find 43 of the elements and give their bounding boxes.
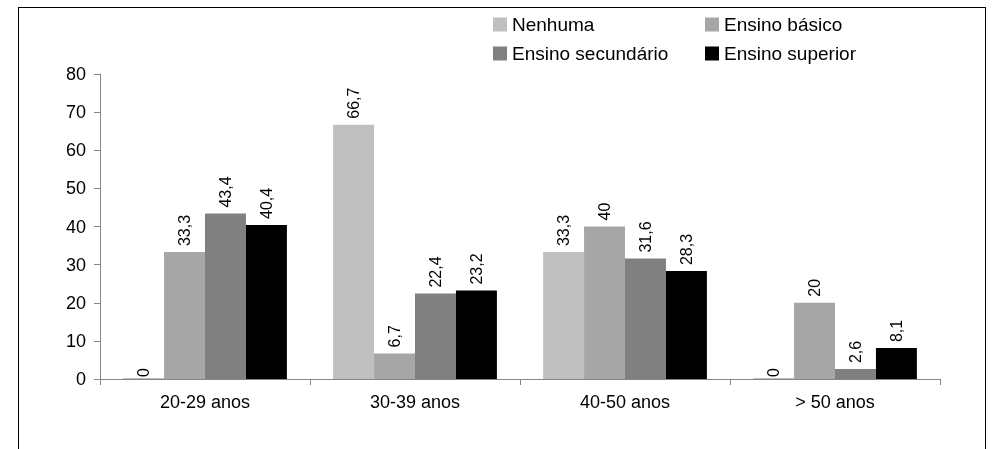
legend-label: Ensino secundário (512, 43, 669, 64)
bar (333, 124, 375, 379)
y-tick-label: 10 (65, 330, 86, 351)
data-label: 66,7 (345, 87, 363, 119)
y-tick-label: 40 (65, 216, 86, 237)
data-label: 40 (596, 202, 614, 221)
bar (584, 226, 625, 379)
bar (543, 252, 585, 379)
x-tick-label: > 50 anos (795, 392, 875, 412)
data-label: 0 (765, 368, 783, 377)
data-label: 8,1 (887, 319, 905, 343)
y-tick-label: 60 (65, 140, 86, 161)
y-tick-label: 80 (65, 64, 86, 84)
legend-label: Nenhuma (512, 14, 595, 35)
bar (455, 290, 497, 379)
data-label: 33,3 (555, 214, 573, 247)
x-tick-label: 20-29 anos (159, 392, 251, 412)
bar (374, 353, 415, 379)
data-label: 28,3 (677, 233, 695, 266)
y-tick-label: 0 (75, 369, 86, 389)
x-tick-label: 40-50 anos (579, 392, 671, 412)
legend-label: Ensino básico (724, 14, 843, 35)
legend-label: Ensino superior (724, 43, 857, 64)
data-label: 6,7 (386, 325, 404, 348)
data-label: 23,2 (467, 253, 485, 285)
data-label: 33,3 (176, 214, 194, 247)
bar (875, 348, 917, 379)
data-label: 40,4 (257, 187, 275, 219)
data-label: 22,4 (426, 256, 444, 288)
bar (794, 302, 835, 379)
x-tick-label: 30-39 anos (369, 392, 461, 412)
bar (665, 271, 707, 379)
y-tick-label: 20 (65, 292, 86, 313)
bar (245, 224, 287, 379)
data-label: 43,4 (216, 176, 234, 208)
data-label: 2,6 (846, 340, 864, 364)
y-tick-label: 70 (65, 102, 86, 123)
data-label: 0 (135, 368, 153, 377)
y-tick-label: 30 (65, 254, 86, 275)
data-label: 31,6 (636, 221, 654, 253)
y-tick-label: 50 (65, 178, 86, 199)
bar (164, 252, 205, 379)
data-label: 20 (806, 278, 824, 297)
